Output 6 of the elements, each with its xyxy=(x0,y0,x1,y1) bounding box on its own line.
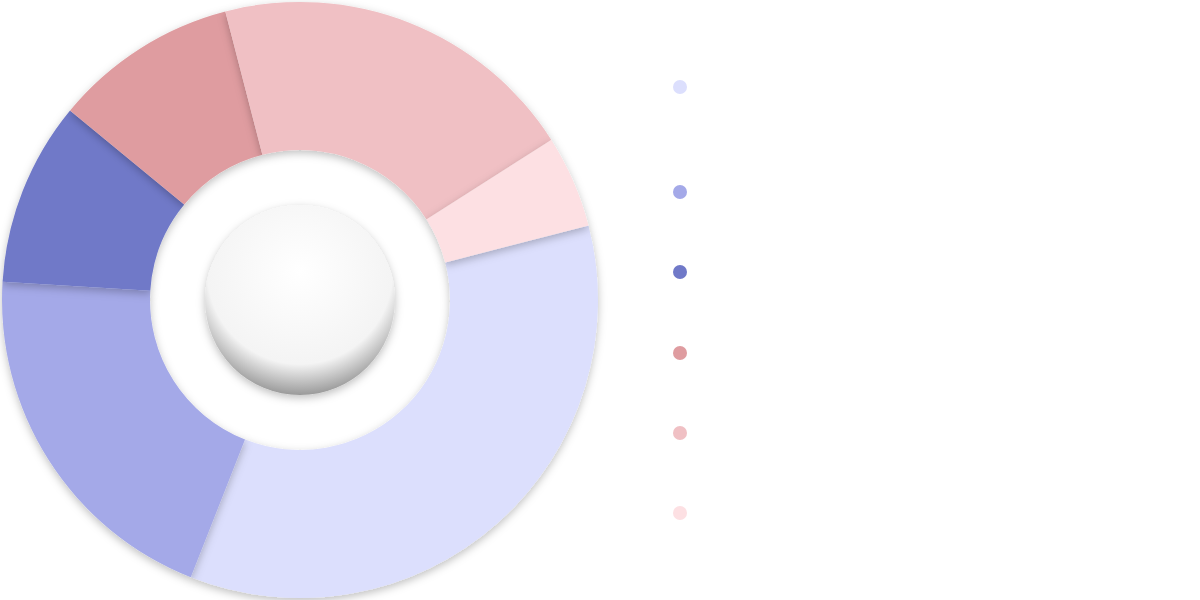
donut-slice xyxy=(2,281,246,578)
donut-slice xyxy=(190,225,598,598)
donut-slice xyxy=(70,11,263,205)
donut-slice xyxy=(2,110,185,291)
donut-slice xyxy=(225,2,552,220)
donut-slice xyxy=(426,139,589,263)
